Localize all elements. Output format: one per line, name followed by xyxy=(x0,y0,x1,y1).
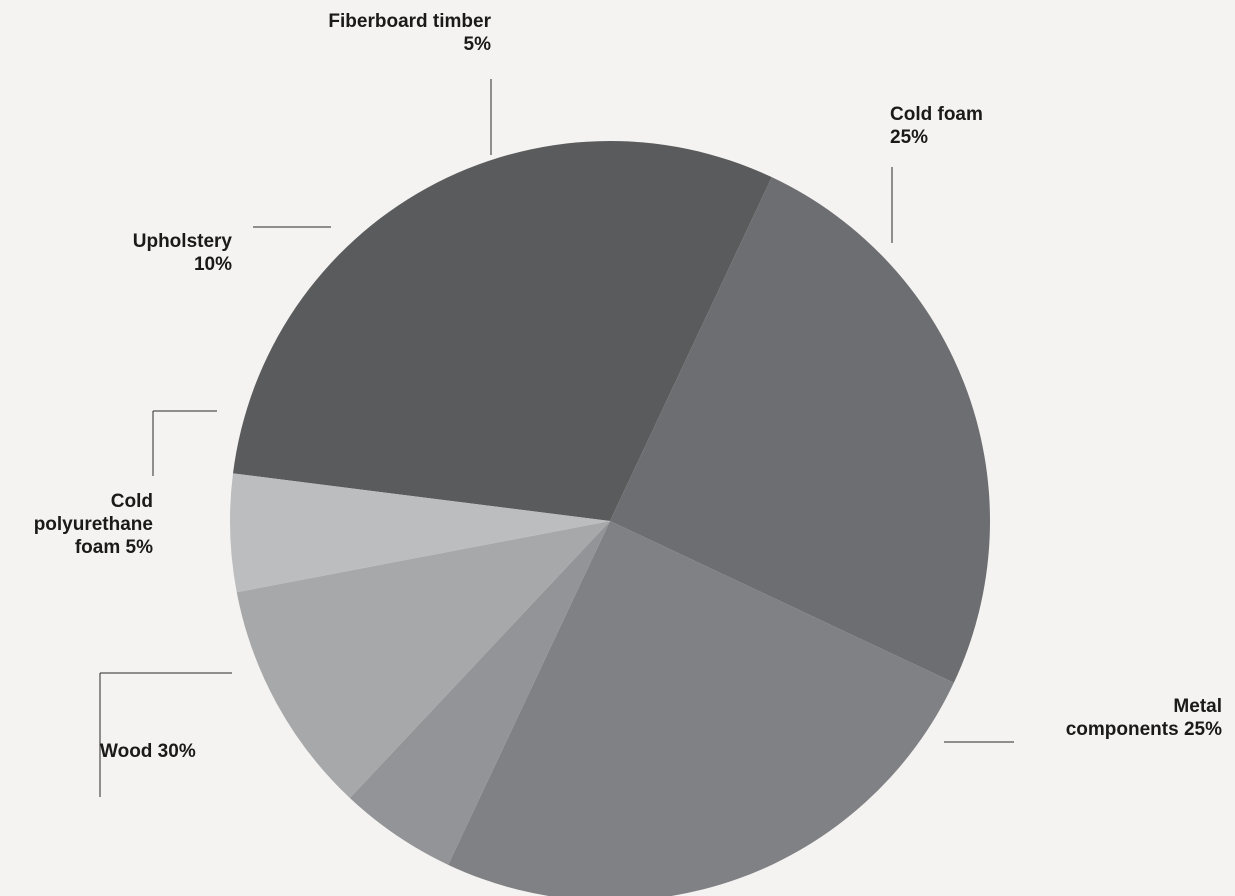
slice-label-line: Upholstery xyxy=(133,231,233,252)
slice-label-metal: Metal components 25% xyxy=(1066,696,1222,740)
slice-label-line: components 25% xyxy=(1066,719,1222,740)
pie-slice-upholstery xyxy=(236,521,611,799)
slice-label-fiberboard: Fiberboard timber 5% xyxy=(328,11,491,55)
slice-label-cold-foam: Cold foam 25% xyxy=(890,104,983,148)
pie-slice-wood xyxy=(233,141,772,521)
pie-slice-cold-foam xyxy=(448,521,954,896)
leader-lines xyxy=(99,79,1014,797)
slice-label-line: 25% xyxy=(890,127,928,148)
slice-label-wood: Wood 30% xyxy=(100,741,196,762)
slice-label-cold-pu-foam: Cold polyurethane foam 5% xyxy=(34,491,153,558)
pie-slices xyxy=(230,141,990,896)
pie-slice-cold-pu-foam xyxy=(230,473,610,593)
slice-label-line: foam 5% xyxy=(75,537,153,558)
slice-label-upholstery: Upholstery 10% xyxy=(133,231,233,275)
slice-label-line: Fiberboard timber xyxy=(328,11,491,32)
slice-label-line: 5% xyxy=(464,34,492,55)
slice-label-line: Metal xyxy=(1173,696,1222,717)
slice-label-line: polyurethane xyxy=(34,514,153,535)
pie-slice-metal xyxy=(610,177,990,683)
slice-label-line: 10% xyxy=(194,254,232,275)
slice-label-line: Cold foam xyxy=(890,104,983,125)
slice-label-line: Wood 30% xyxy=(100,741,196,762)
slice-labels: Wood 30% Metal components 25% Cold foam 25% F… xyxy=(34,11,1222,762)
pie-slice-fiberboard xyxy=(349,521,610,865)
slice-label-line: Cold xyxy=(111,491,153,512)
